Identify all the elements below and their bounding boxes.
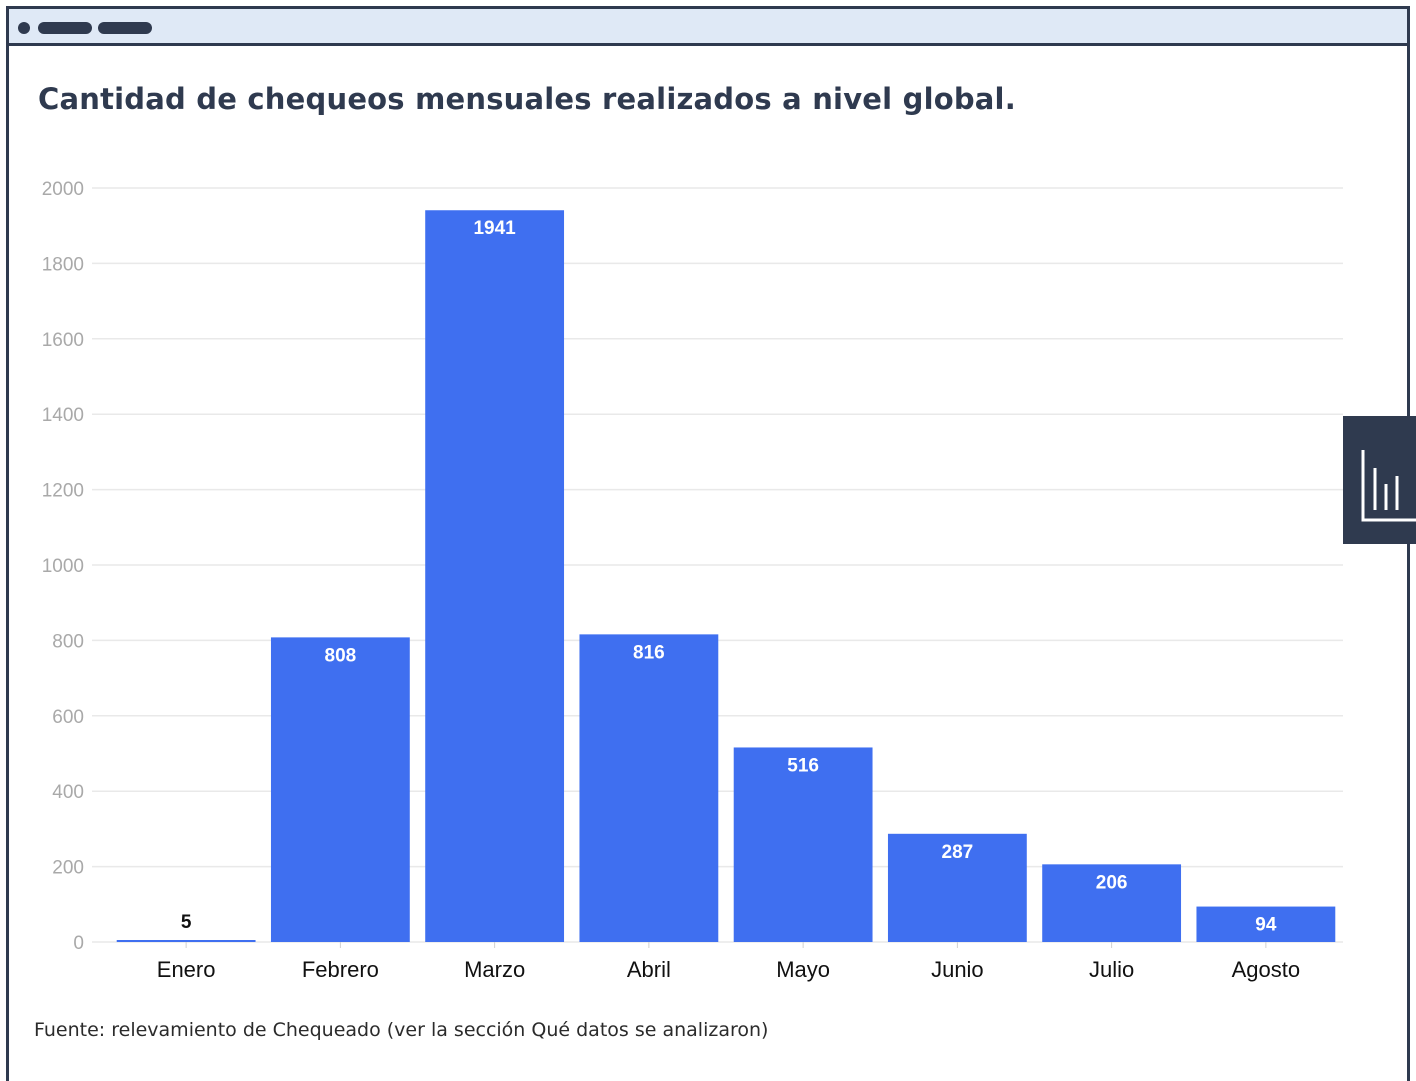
x-tick-label: Julio [1089, 957, 1134, 982]
bar [425, 210, 565, 943]
data-label: 94 [1255, 915, 1277, 936]
x-tick-label: Junio [931, 957, 984, 982]
side-divider [1408, 370, 1410, 416]
y-tick-label: 1600 [42, 330, 84, 351]
window-titlebar [9, 9, 1407, 46]
chart-view-tab[interactable] [1343, 416, 1416, 544]
data-label: 516 [787, 755, 819, 776]
source-note: Fuente: relevamiento de Chequeado (ver l… [34, 1019, 769, 1041]
bar [733, 747, 873, 942]
x-tick-label: Enero [157, 957, 216, 982]
y-tick-label: 800 [52, 631, 84, 652]
bar [579, 634, 719, 942]
window-pill-icon [98, 22, 152, 34]
chart-title: Cantidad de chequeos mensuales realizado… [38, 82, 1016, 116]
y-tick-label: 0 [73, 933, 84, 954]
x-tick-label: Marzo [464, 957, 525, 982]
x-tick-label: Agosto [1232, 957, 1301, 982]
data-label: 1941 [473, 218, 516, 239]
side-divider [1408, 544, 1410, 1075]
bar [1196, 906, 1336, 942]
bar [1042, 864, 1182, 942]
bar [270, 637, 410, 942]
bar-chart-icon [1361, 450, 1416, 522]
y-tick-label: 400 [52, 782, 84, 803]
data-label: 287 [942, 842, 974, 863]
bar [887, 833, 1027, 942]
y-tick-label: 1800 [42, 254, 84, 275]
window-pill-icon [38, 22, 92, 34]
x-tick-label: Mayo [776, 957, 830, 982]
x-tick-label: Abril [627, 957, 671, 982]
y-tick-label: 1400 [42, 405, 84, 426]
data-label: 206 [1096, 872, 1128, 893]
x-tick-label: Febrero [302, 957, 379, 982]
data-label: 808 [325, 645, 357, 666]
y-tick-label: 1000 [42, 556, 84, 577]
y-tick-label: 1200 [42, 481, 84, 502]
data-label: 5 [181, 912, 192, 933]
y-tick-label: 200 [52, 858, 84, 879]
data-label: 816 [633, 642, 665, 663]
y-tick-label: 2000 [42, 179, 84, 200]
bar [116, 940, 256, 942]
y-tick-label: 600 [52, 707, 84, 728]
window-dot-icon [18, 22, 30, 34]
